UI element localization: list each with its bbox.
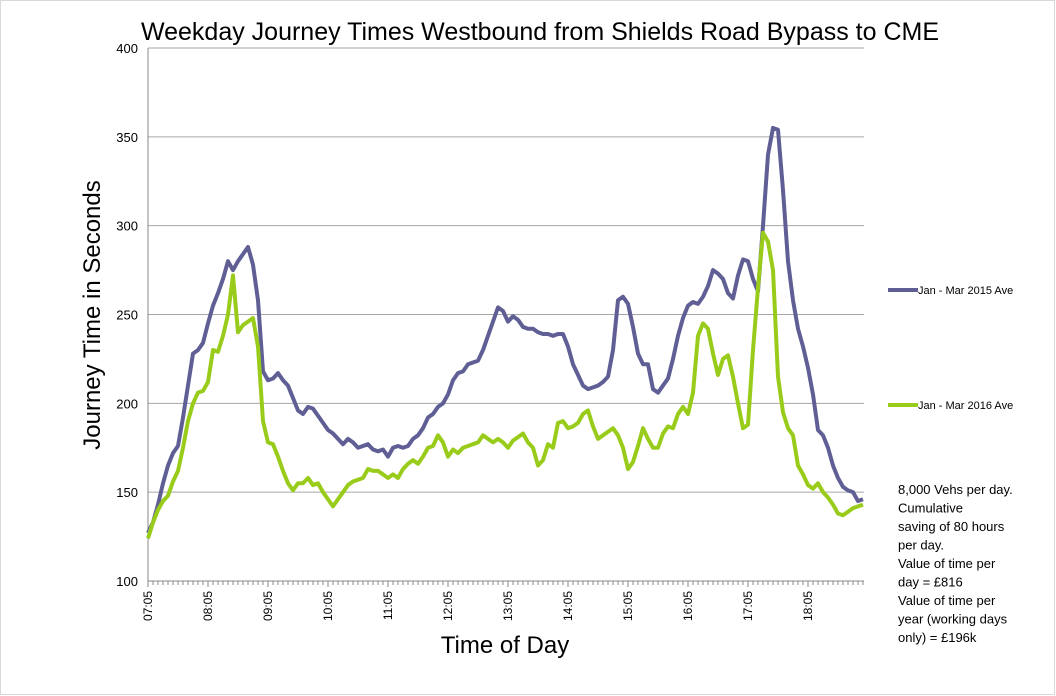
y-tick-label: 100 [116, 574, 138, 589]
y-axis-label: Journey Time in Seconds [79, 180, 106, 449]
series-line [146, 230, 864, 539]
x-tick-label: 07:05 [141, 591, 155, 621]
annotation: saving of 80 hours [898, 519, 1005, 534]
y-tick-label: 300 [116, 219, 138, 234]
annotation: 8,000 Vehs per day. [898, 482, 1013, 497]
legend-label: Jan - Mar 2015 Ave [918, 285, 1013, 297]
x-tick-label: 16:05 [681, 591, 695, 621]
annotation: only) = £196k [898, 630, 977, 645]
x-tick-label: 13:05 [501, 591, 515, 621]
annotation: Value of time per [898, 556, 996, 571]
x-tick-label: 10:05 [321, 591, 335, 621]
x-tick-label: 18:05 [801, 591, 815, 621]
x-tick-label: 11:05 [381, 591, 395, 620]
x-tick-label: 12:05 [441, 591, 455, 621]
y-tick-label: 250 [116, 308, 138, 323]
annotation: year (working days [898, 612, 1008, 627]
y-tick-label: 400 [116, 41, 138, 56]
y-tick-label: 200 [116, 396, 138, 411]
y-tick-label: 150 [116, 485, 138, 500]
y-tick-label: 350 [116, 130, 138, 145]
x-axis-label: Time of Day [441, 632, 569, 659]
annotation: Value of time per [898, 593, 996, 608]
x-tick-label: 15:05 [621, 591, 635, 621]
annotation: Cumulative [898, 501, 963, 516]
x-tick-label: 08:05 [201, 591, 215, 621]
x-tick-label: 17:05 [741, 591, 755, 621]
annotation: per day. [898, 538, 944, 553]
x-tick-label: 14:05 [561, 591, 575, 621]
chart-title: Weekday Journey Times Westbound from Shi… [141, 18, 939, 46]
x-tick-label: 09:05 [261, 591, 275, 621]
annotation: day = £816 [898, 575, 963, 590]
legend-label: Jan - Mar 2016 Ave [918, 400, 1013, 412]
series-line [146, 125, 864, 534]
